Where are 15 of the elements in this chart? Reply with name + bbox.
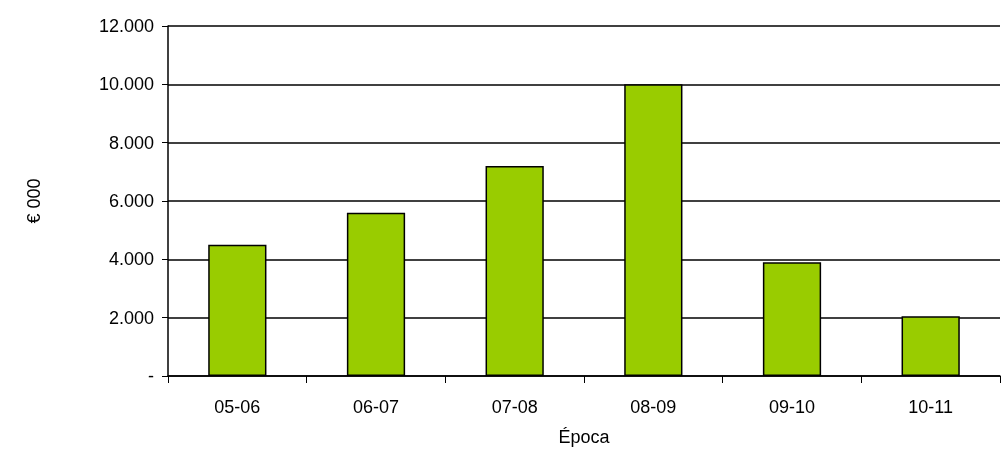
x-tick-label: 08-09 bbox=[630, 397, 677, 417]
x-tick-label: 07-08 bbox=[491, 397, 538, 417]
x-tick-label: 05-06 bbox=[214, 397, 261, 417]
x-tick-label: 09-10 bbox=[768, 397, 816, 417]
y-tick-label: - bbox=[148, 366, 154, 386]
x-tick-label: 10-11 bbox=[908, 397, 954, 417]
y-tick-label: 4.000 bbox=[108, 249, 154, 270]
x-tick-label: 06-07 bbox=[352, 397, 400, 417]
y-tick-label: 2.000 bbox=[108, 307, 154, 328]
y-tick-label: 6.000 bbox=[108, 191, 154, 211]
y-tick-label: 12.000 bbox=[98, 16, 154, 36]
x-axis-title: Época bbox=[558, 427, 611, 447]
y-tick-label: 10.000 bbox=[98, 74, 154, 95]
y-tick-label: 8.000 bbox=[108, 132, 154, 153]
y-axis-title: € 000 bbox=[24, 178, 44, 224]
